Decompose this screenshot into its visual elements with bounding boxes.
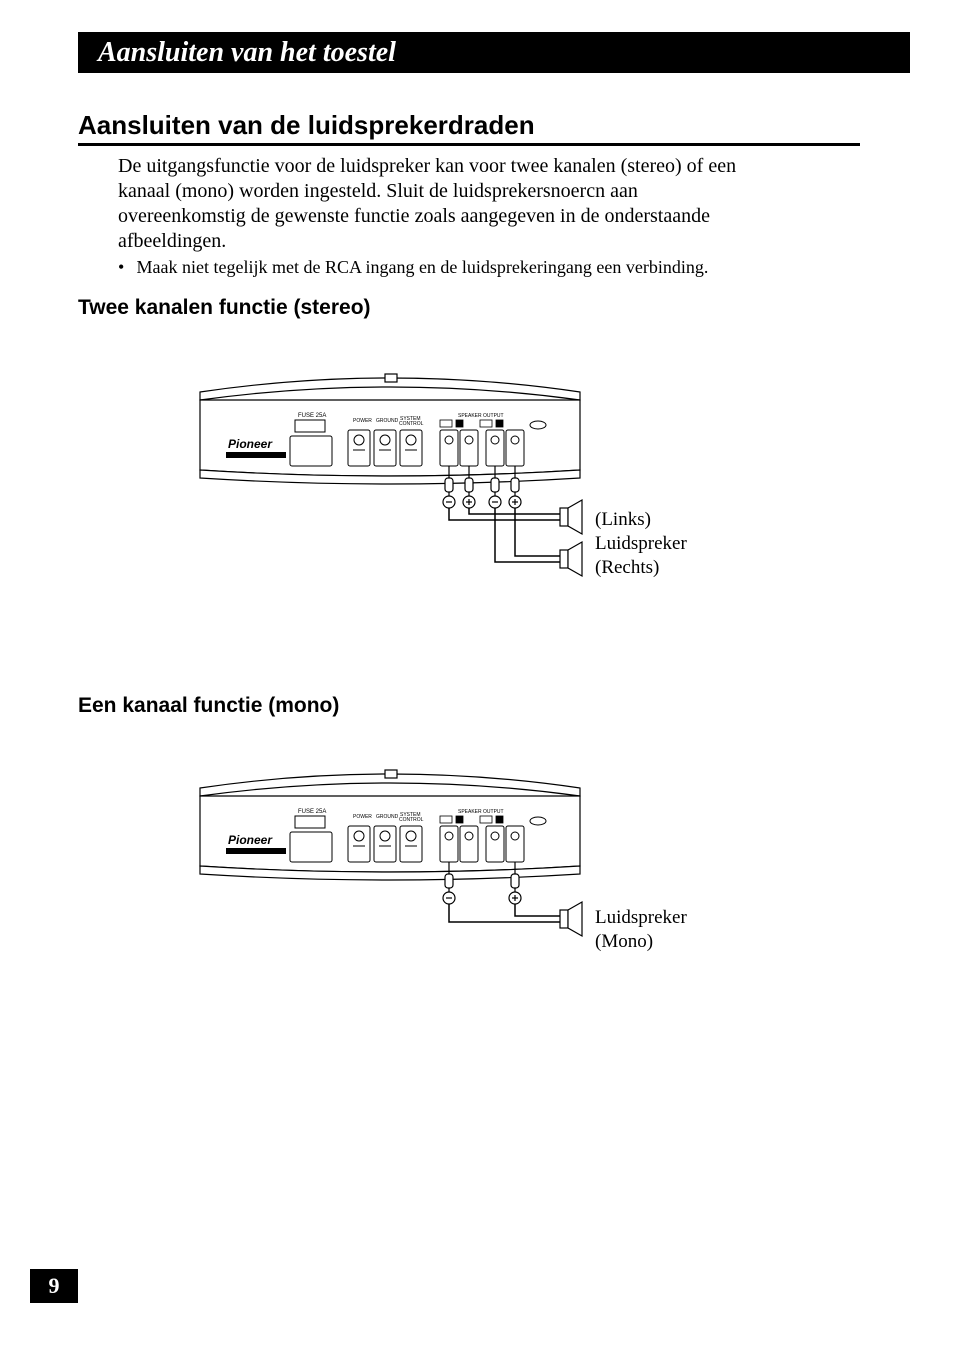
speaker-output-label: SPEAKER OUTPUT <box>458 413 504 419</box>
brand-label: Pioneer <box>228 437 273 451</box>
bullet-text: Maak niet tegelijk met de RCA ingang en … <box>137 257 709 277</box>
fuse-label: FUSE 25A <box>298 413 326 419</box>
section-bullet: • Maak niet tegelijk met de RCA ingang e… <box>118 256 834 279</box>
label-luidspreker: Luidspreker <box>595 532 687 556</box>
section-body: De uitgangsfunctie voor de luidspreker k… <box>118 154 754 254</box>
label-luidspreker-mono: Luidspreker <box>595 906 687 930</box>
svg-text:POWER: POWER <box>353 814 372 820</box>
section-rule <box>78 143 860 146</box>
header-title: Aansluiten van het toestel <box>98 37 396 69</box>
amplifier-stereo-svg: FUSE 25A POWER GROUND SYSTEM CONTROL SPE… <box>190 370 590 600</box>
stereo-subhead: Twee kanalen functie (stereo) <box>78 296 371 320</box>
svg-text:GROUND: GROUND <box>376 814 399 820</box>
svg-text:SPEAKER OUTPUT: SPEAKER OUTPUT <box>458 809 504 815</box>
stereo-diagram: FUSE 25A POWER GROUND SYSTEM CONTROL SPE… <box>190 370 590 605</box>
amplifier-mono-svg: FUSE 25A POWER GROUND SYSTEM CONTROL SPE… <box>190 766 590 956</box>
power-label: POWER <box>353 418 372 424</box>
header-bar: Aansluiten van het toestel <box>78 32 910 73</box>
mono-diagram: FUSE 25A POWER GROUND SYSTEM CONTROL SPE… <box>190 766 590 961</box>
svg-text:CONTROL: CONTROL <box>399 421 424 427</box>
mono-labels: Luidspreker (Mono) <box>595 906 687 954</box>
brand-label-mono: Pioneer <box>228 833 273 847</box>
svg-text:CONTROL: CONTROL <box>399 817 424 823</box>
label-rechts: (Rechts) <box>595 556 687 580</box>
page-number: 9 <box>30 1269 78 1303</box>
fuse-label-mono: FUSE 25A <box>298 809 326 815</box>
label-links: (Links) <box>595 508 687 532</box>
mono-subhead: Een kanaal functie (mono) <box>78 694 339 718</box>
section-title: Aansluiten van de luidsprekerdraden <box>78 110 535 141</box>
bullet-dot: • <box>118 256 132 279</box>
label-mono: (Mono) <box>595 930 687 954</box>
stereo-labels: (Links) Luidspreker (Rechts) <box>595 508 687 579</box>
ground-label: GROUND <box>376 418 399 424</box>
